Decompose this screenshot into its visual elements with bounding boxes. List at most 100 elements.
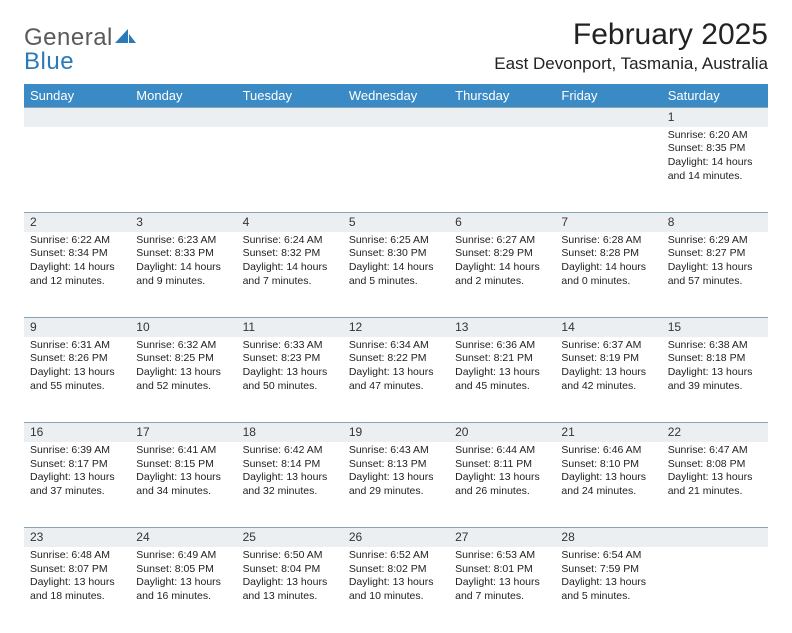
day-number-cell: 3 — [130, 213, 236, 232]
day-content-cell — [343, 127, 449, 213]
weekday-header: Wednesday — [343, 84, 449, 108]
sun-dl1: Daylight: 14 hours — [30, 261, 124, 275]
sun-ss: Sunset: 8:30 PM — [349, 247, 443, 261]
sun-sr: Sunrise: 6:54 AM — [561, 549, 655, 563]
sun-sr: Sunrise: 6:28 AM — [561, 234, 655, 248]
sun-sr: Sunrise: 6:48 AM — [30, 549, 124, 563]
sun-dl1: Daylight: 14 hours — [243, 261, 337, 275]
sun-sr: Sunrise: 6:32 AM — [136, 339, 230, 353]
weekday-header-row: SundayMondayTuesdayWednesdayThursdayFrid… — [24, 84, 768, 108]
day-number-row: 2345678 — [24, 213, 768, 232]
sun-ss: Sunset: 8:35 PM — [668, 142, 762, 156]
sun-ss: Sunset: 8:33 PM — [136, 247, 230, 261]
sun-ss: Sunset: 8:15 PM — [136, 458, 230, 472]
weekday-header: Friday — [555, 84, 661, 108]
sun-dl1: Daylight: 13 hours — [30, 576, 124, 590]
sun-dl1: Daylight: 13 hours — [668, 261, 762, 275]
sun-sr: Sunrise: 6:37 AM — [561, 339, 655, 353]
day-number-cell: 15 — [662, 318, 768, 337]
sun-dl1: Daylight: 13 hours — [243, 366, 337, 380]
sun-dl2: and 37 minutes. — [30, 485, 124, 499]
sun-sr: Sunrise: 6:29 AM — [668, 234, 762, 248]
day-content-cell: Sunrise: 6:27 AMSunset: 8:29 PMDaylight:… — [449, 232, 555, 318]
day-number-cell: 22 — [662, 423, 768, 442]
day-content-cell: Sunrise: 6:42 AMSunset: 8:14 PMDaylight:… — [237, 442, 343, 528]
sun-sr: Sunrise: 6:44 AM — [455, 444, 549, 458]
day-number-cell — [449, 108, 555, 127]
weekday-header: Tuesday — [237, 84, 343, 108]
sun-ss: Sunset: 8:04 PM — [243, 563, 337, 577]
sun-dl2: and 10 minutes. — [349, 590, 443, 604]
sun-sr: Sunrise: 6:31 AM — [30, 339, 124, 353]
logo-sail-icon — [115, 24, 137, 52]
day-content-cell: Sunrise: 6:22 AMSunset: 8:34 PMDaylight:… — [24, 232, 130, 318]
sun-ss: Sunset: 8:07 PM — [30, 563, 124, 577]
sun-dl1: Daylight: 14 hours — [455, 261, 549, 275]
day-content-cell: Sunrise: 6:39 AMSunset: 8:17 PMDaylight:… — [24, 442, 130, 528]
sun-dl1: Daylight: 13 hours — [561, 366, 655, 380]
page-header: GeneralBlue February 2025 East Devonport… — [24, 18, 768, 76]
day-content-cell — [130, 127, 236, 213]
day-content-cell: Sunrise: 6:32 AMSunset: 8:25 PMDaylight:… — [130, 337, 236, 423]
day-number-cell: 19 — [343, 423, 449, 442]
sun-ss: Sunset: 8:13 PM — [349, 458, 443, 472]
sun-ss: Sunset: 8:05 PM — [136, 563, 230, 577]
sun-dl2: and 9 minutes. — [136, 275, 230, 289]
day-number-cell: 25 — [237, 528, 343, 547]
sun-dl2: and 50 minutes. — [243, 380, 337, 394]
sun-sr: Sunrise: 6:36 AM — [455, 339, 549, 353]
sun-dl2: and 26 minutes. — [455, 485, 549, 499]
sun-sr: Sunrise: 6:46 AM — [561, 444, 655, 458]
day-content-cell: Sunrise: 6:52 AMSunset: 8:02 PMDaylight:… — [343, 547, 449, 633]
day-content-cell — [24, 127, 130, 213]
sun-dl1: Daylight: 13 hours — [455, 576, 549, 590]
day-content-cell: Sunrise: 6:23 AMSunset: 8:33 PMDaylight:… — [130, 232, 236, 318]
sun-dl1: Daylight: 13 hours — [30, 471, 124, 485]
day-number-cell: 17 — [130, 423, 236, 442]
day-number-cell: 13 — [449, 318, 555, 337]
sun-dl1: Daylight: 13 hours — [561, 471, 655, 485]
day-number-cell — [555, 108, 661, 127]
day-number-cell: 27 — [449, 528, 555, 547]
sun-dl2: and 16 minutes. — [136, 590, 230, 604]
day-number-cell: 18 — [237, 423, 343, 442]
sun-dl1: Daylight: 13 hours — [349, 366, 443, 380]
day-number-cell — [237, 108, 343, 127]
weekday-header: Sunday — [24, 84, 130, 108]
logo-text-blue: Blue — [24, 48, 137, 76]
day-content-cell: Sunrise: 6:47 AMSunset: 8:08 PMDaylight:… — [662, 442, 768, 528]
sun-sr: Sunrise: 6:47 AM — [668, 444, 762, 458]
day-content-cell: Sunrise: 6:20 AMSunset: 8:35 PMDaylight:… — [662, 127, 768, 213]
day-number-row: 9101112131415 — [24, 318, 768, 337]
sun-dl1: Daylight: 13 hours — [349, 471, 443, 485]
day-number-cell — [343, 108, 449, 127]
day-content-cell — [237, 127, 343, 213]
weekday-header: Saturday — [662, 84, 768, 108]
sun-ss: Sunset: 8:14 PM — [243, 458, 337, 472]
sun-ss: Sunset: 8:22 PM — [349, 352, 443, 366]
sun-dl1: Daylight: 14 hours — [668, 156, 762, 170]
day-content-cell: Sunrise: 6:54 AMSunset: 7:59 PMDaylight:… — [555, 547, 661, 633]
sun-ss: Sunset: 8:21 PM — [455, 352, 549, 366]
sun-dl2: and 39 minutes. — [668, 380, 762, 394]
day-number-cell: 28 — [555, 528, 661, 547]
day-number-cell — [130, 108, 236, 127]
sun-dl2: and 29 minutes. — [349, 485, 443, 499]
month-title: February 2025 — [494, 18, 768, 52]
day-number-cell: 12 — [343, 318, 449, 337]
sun-sr: Sunrise: 6:34 AM — [349, 339, 443, 353]
sun-dl1: Daylight: 13 hours — [668, 366, 762, 380]
sun-dl1: Daylight: 14 hours — [561, 261, 655, 275]
sun-ss: Sunset: 8:23 PM — [243, 352, 337, 366]
day-content-cell — [662, 547, 768, 633]
day-number-cell: 11 — [237, 318, 343, 337]
day-number-cell: 26 — [343, 528, 449, 547]
day-content-row: Sunrise: 6:39 AMSunset: 8:17 PMDaylight:… — [24, 442, 768, 528]
day-number-cell: 4 — [237, 213, 343, 232]
sun-ss: Sunset: 8:17 PM — [30, 458, 124, 472]
day-number-cell: 14 — [555, 318, 661, 337]
day-content-row: Sunrise: 6:31 AMSunset: 8:26 PMDaylight:… — [24, 337, 768, 423]
day-content-cell — [449, 127, 555, 213]
sun-ss: Sunset: 8:02 PM — [349, 563, 443, 577]
day-content-cell: Sunrise: 6:31 AMSunset: 8:26 PMDaylight:… — [24, 337, 130, 423]
